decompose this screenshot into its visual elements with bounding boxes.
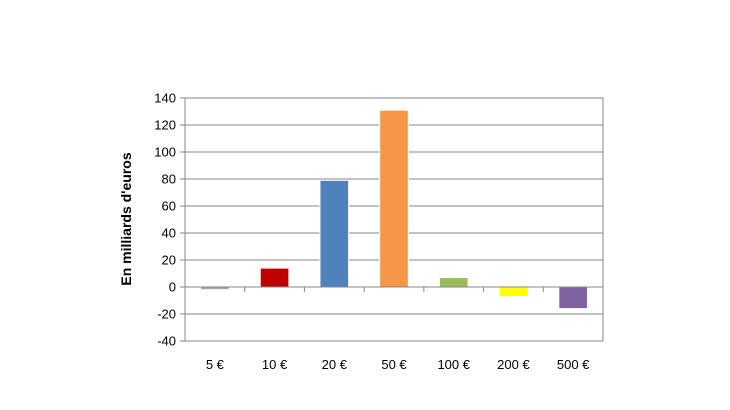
y-tick-label: -20 [157, 307, 176, 322]
x-tick-label: 500 € [557, 357, 590, 372]
x-tick-label: 20 € [322, 357, 348, 372]
x-tick-label: 5 € [206, 357, 225, 372]
y-axis-title: En milliards d'euros [118, 152, 134, 285]
y-tick-label: 120 [154, 118, 176, 133]
y-tick-label: 20 [162, 253, 176, 268]
y-tick-label: 40 [162, 226, 176, 241]
y-tick-label: 80 [162, 172, 176, 187]
bar [498, 286, 529, 297]
bar [319, 179, 350, 288]
y-tick-label: 60 [162, 199, 176, 214]
y-axis-ticks: -40 -20 0 20 40 60 80 100 120 140 [154, 91, 185, 349]
bar [558, 286, 588, 310]
plot-area [184, 97, 604, 342]
y-tick-label: 0 [169, 280, 176, 295]
y-tick-label: 140 [154, 91, 176, 106]
y-tick-label: -40 [157, 334, 176, 349]
x-axis-ticks: 5 € 10 € 20 € 50 € 100 € 200 € 500 € [184, 287, 604, 372]
x-tick-label: 10 € [262, 357, 288, 372]
bars [200, 109, 588, 310]
x-tick-label: 50 € [381, 357, 407, 372]
y-tick-label: 100 [154, 145, 176, 160]
x-tick-label: 200 € [497, 357, 530, 372]
x-tick-label: 100 € [437, 357, 470, 372]
bar [379, 109, 409, 288]
bar [438, 277, 469, 288]
bar [259, 267, 290, 288]
